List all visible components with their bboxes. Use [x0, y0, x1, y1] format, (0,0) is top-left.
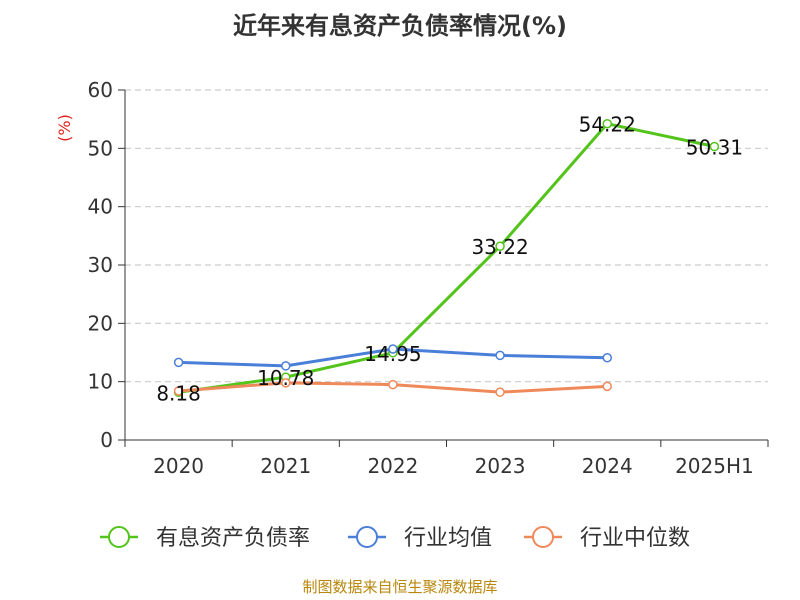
legend-swatch-marker [532, 526, 554, 548]
legend-swatch-marker [356, 526, 378, 548]
data-point [495, 387, 505, 397]
data-point [281, 361, 291, 371]
x-tick-label: 2024 [582, 454, 633, 478]
y-tick-label: 20 [88, 311, 113, 335]
legend-item: 有息资产负债率 [100, 526, 310, 551]
legend-label: 有息资产负债率 [156, 526, 310, 551]
data-point [602, 118, 612, 129]
data-point [602, 381, 612, 392]
series-line [178, 122, 715, 394]
x-tick-label: 2023 [475, 454, 526, 478]
data-label: 33.22 [471, 235, 528, 259]
series-lines [173, 118, 720, 398]
y-tick-label: 60 [88, 78, 113, 102]
data-label: 8.18 [156, 381, 201, 405]
legend: 有息资产负债率 行业均值 行业中位数 [100, 526, 690, 551]
axes: 0 10 20 30 40 50 60 2020 2021 2022 2023 2024 2025H1 (… [55, 78, 769, 478]
y-axis-label: (%) [55, 114, 74, 142]
legend-label: 行业均值 [404, 526, 492, 551]
x-tick-label: 2025H1 [675, 454, 754, 478]
x-tick-label: 2021 [260, 454, 311, 478]
data-point [173, 386, 184, 396]
y-tick-label: 10 [88, 370, 113, 394]
y-tick-label: 40 [88, 195, 113, 219]
y-tick-label: 50 [88, 136, 113, 160]
data-point [173, 357, 184, 368]
legend-label: 行业中位数 [580, 526, 690, 551]
data-point [495, 350, 505, 361]
x-tick-label: 2020 [153, 454, 204, 478]
chart-title: 近年来有息资产负债率情况(%) [233, 12, 567, 40]
grid-lines [125, 89, 768, 383]
legend-item: 行业中位数 [524, 526, 690, 551]
data-point [602, 353, 612, 363]
data-point [388, 379, 398, 390]
legend-item: 行业均值 [348, 526, 492, 551]
data-label: 54.22 [579, 113, 636, 137]
y-tick-label: 0 [100, 428, 113, 452]
data-point [281, 378, 291, 388]
data-point [495, 241, 505, 251]
data-point [709, 141, 720, 152]
data-point [388, 344, 398, 354]
data-label: 14.95 [364, 342, 421, 366]
legend-swatch-marker [108, 526, 130, 548]
data-source-note: 制图数据来自恒生聚源数据库 [302, 578, 498, 596]
data-label: 50.31 [686, 136, 743, 160]
x-tick-label: 2022 [367, 454, 418, 478]
data-label: 10.78 [257, 366, 314, 390]
data-labels: 8.18 10.78 14.95 33.22 54.22 50.31 [156, 113, 743, 406]
y-tick-label: 30 [88, 253, 113, 277]
